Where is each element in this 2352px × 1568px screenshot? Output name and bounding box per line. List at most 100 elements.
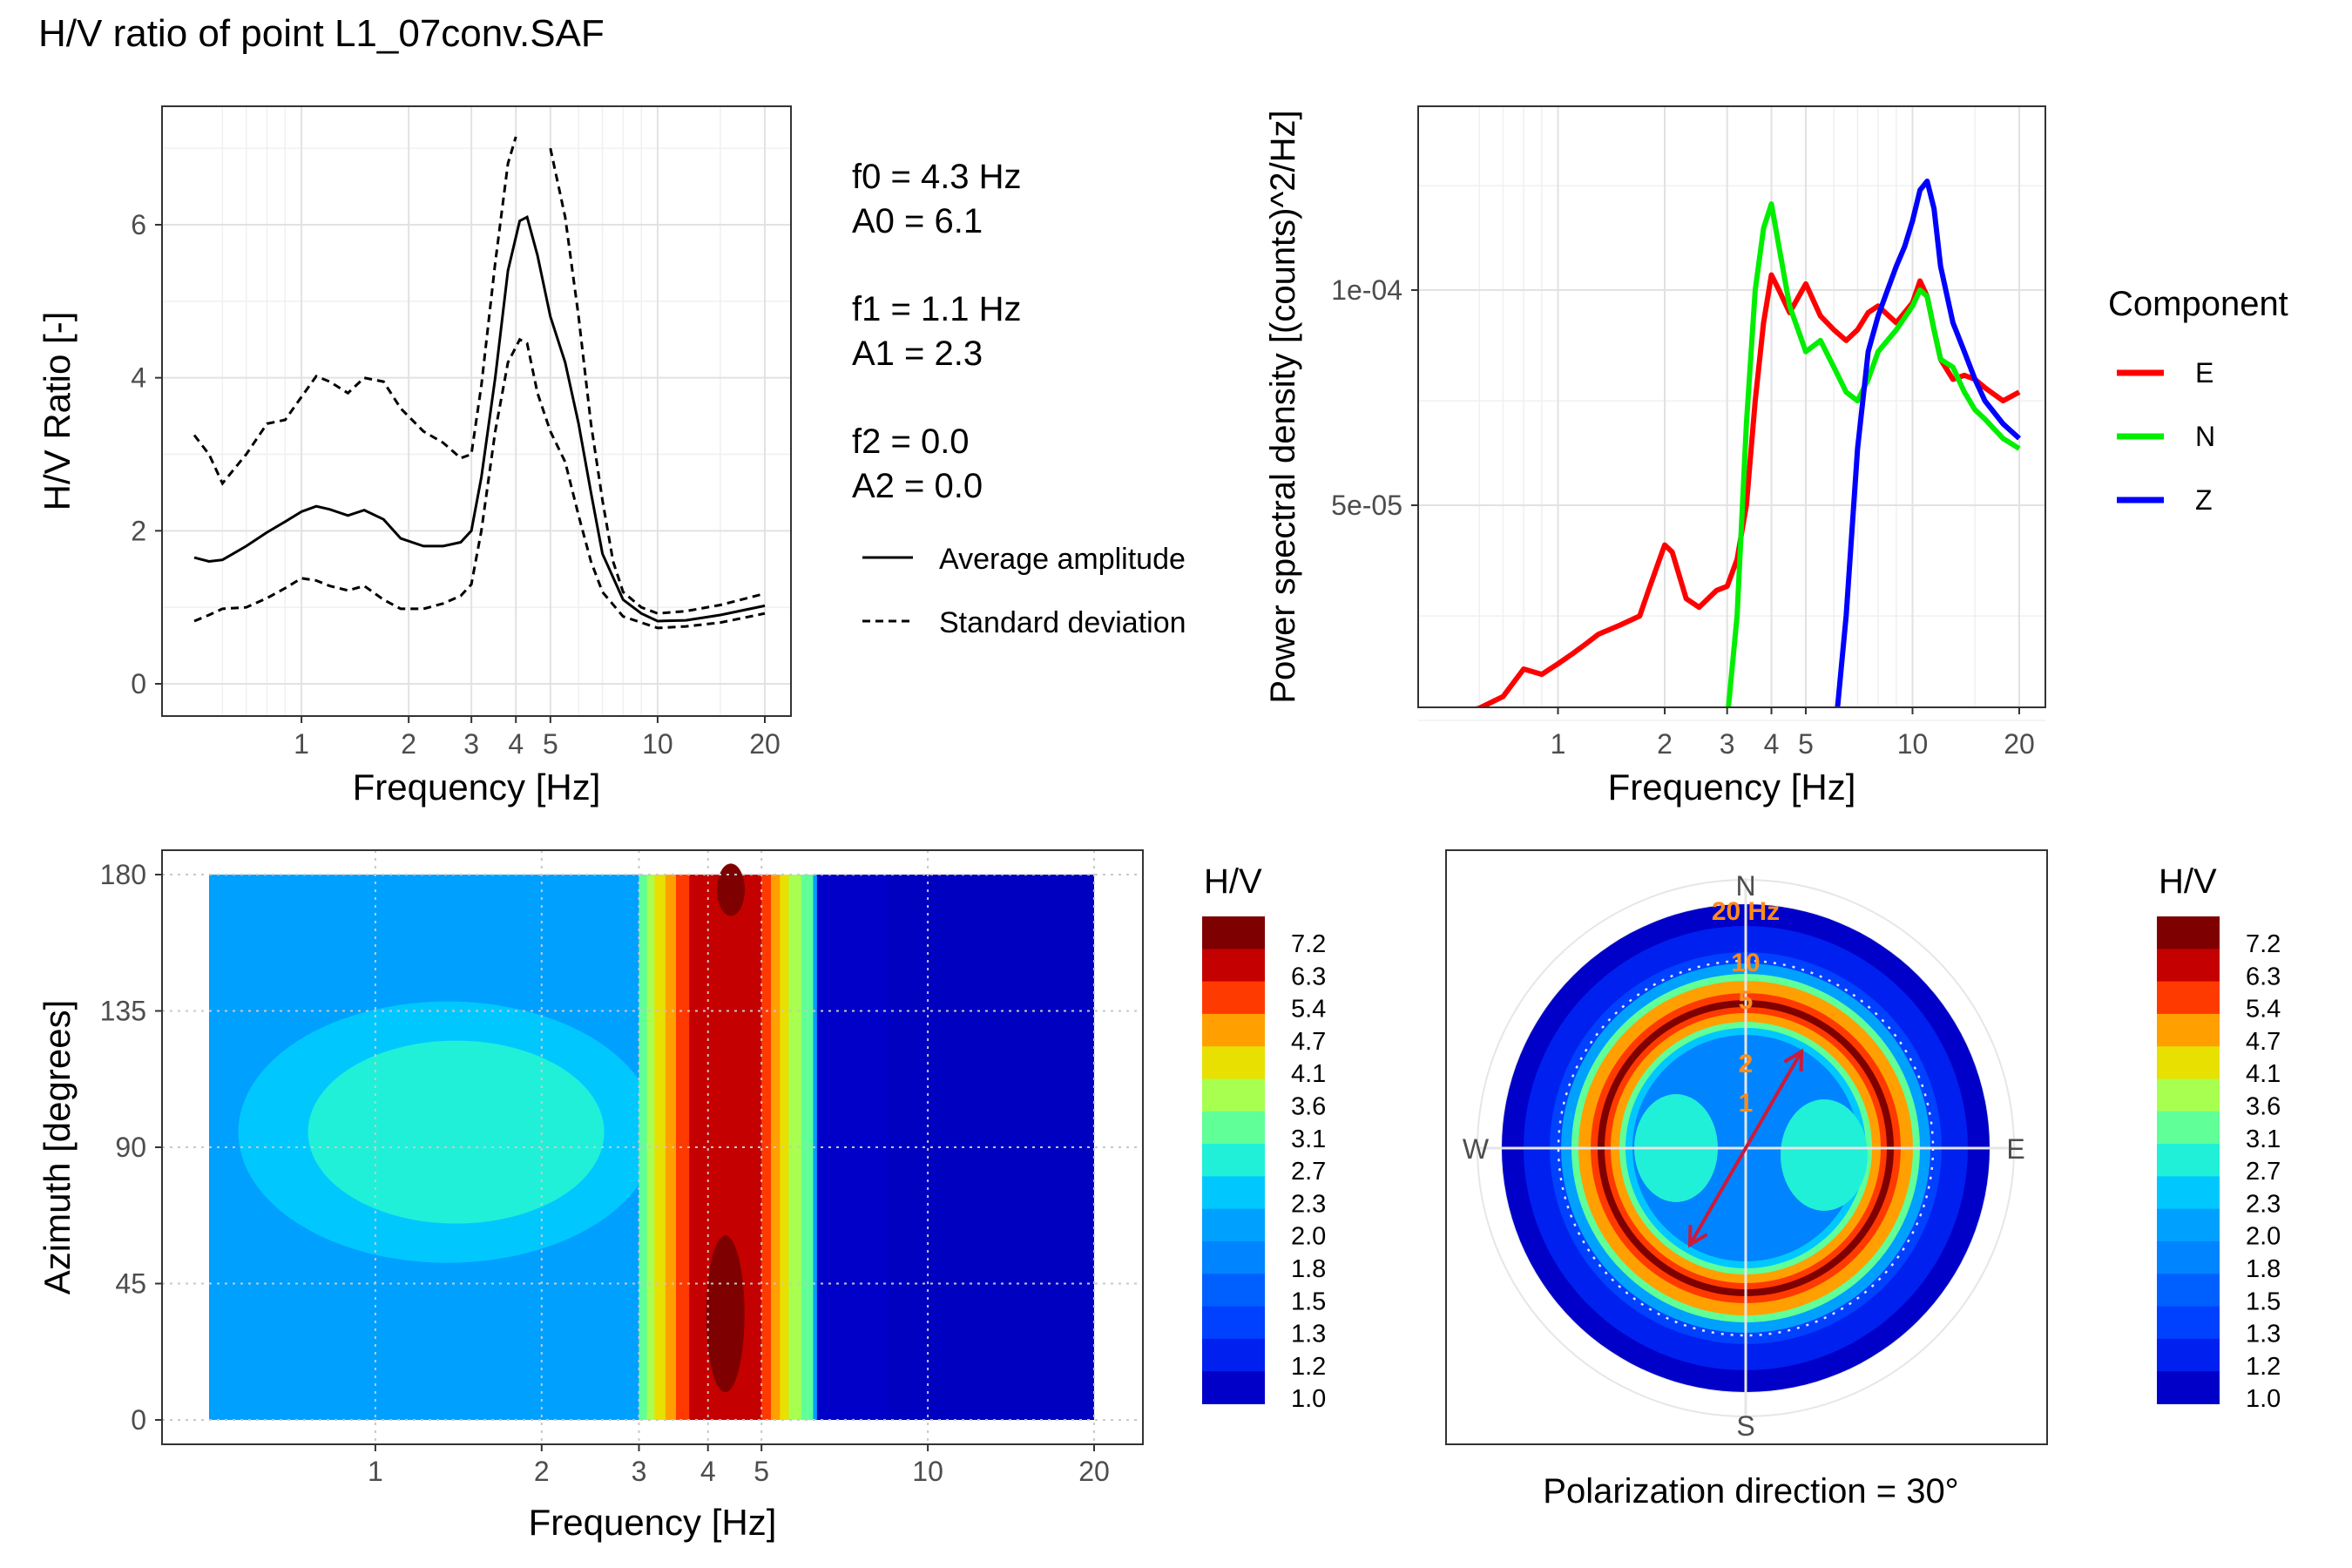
polar-legend-title: H/V xyxy=(2159,862,2217,901)
heatmap-legend-label: 1.0 xyxy=(1291,1385,1326,1413)
compass-east-label: E xyxy=(2006,1133,2024,1165)
heatmap-legend-swatch xyxy=(1202,1176,1265,1210)
polar-legend-label: 1.5 xyxy=(2246,1288,2281,1315)
heatmap-legend-label: 1.3 xyxy=(1291,1321,1326,1348)
heatmap-legend-title: H/V xyxy=(1204,862,1262,901)
polar-legend-label: 6.3 xyxy=(2246,963,2281,990)
heatmap-y-tick-label: 0 xyxy=(131,1404,146,1436)
hv-y-tick-label: 6 xyxy=(131,209,146,240)
heatmap-legend-swatch xyxy=(1202,1078,1265,1112)
heatmap-y-tick-label: 135 xyxy=(100,996,146,1027)
compass-north-label: N xyxy=(1735,870,1755,902)
psd-x-tick-label: 1 xyxy=(1551,728,1566,760)
psd-series-group xyxy=(1470,179,2022,707)
heatmap-high-freq-core xyxy=(889,875,1094,1420)
heatmap-legend-label: 5.4 xyxy=(1291,996,1326,1024)
heatmap-lobe-inner xyxy=(308,1040,605,1224)
polar-legend-swatch xyxy=(2157,1111,2220,1145)
heatmap-legend-swatch xyxy=(1202,1241,1265,1274)
average-amplitude-line xyxy=(193,215,766,623)
polar-legend-swatch xyxy=(2157,1176,2220,1210)
heatmap-y-tick-label: 45 xyxy=(115,1268,146,1300)
psd-x-tick-label: 10 xyxy=(1897,728,1929,760)
psd-legend-label-z: Z xyxy=(2195,484,2213,516)
heatmap-legend-label: 1.5 xyxy=(1291,1288,1326,1315)
psd-x-axis-label: Frequency [Hz] xyxy=(1608,767,1856,808)
polar-legend-swatch xyxy=(2157,1338,2220,1372)
heatmap-x-tick-label: 5 xyxy=(754,1456,769,1487)
polar-legend-label: 2.3 xyxy=(2246,1190,2281,1218)
polar-legend-label: 1.2 xyxy=(2246,1353,2281,1381)
heatmap-x-tick-label: 20 xyxy=(1078,1456,1110,1487)
f0-label: f0 = 4.3 Hz xyxy=(852,158,1022,196)
hv-x-tick-label: 1 xyxy=(294,728,309,760)
psd-line-z xyxy=(1835,179,2022,707)
polarization-arrow xyxy=(1688,1051,1803,1246)
figure-title: H/V ratio of point L1_07conv.SAF xyxy=(38,12,605,55)
hv-x-tick-label: 10 xyxy=(642,728,673,760)
polar-legend-label: 1.3 xyxy=(2246,1321,2281,1348)
heatmap-legend-swatch xyxy=(1202,1371,1265,1404)
a0-label: A0 = 6.1 xyxy=(852,202,983,240)
peak-statistics: f0 = 4.3 Hz A0 = 6.1 f1 = 1.1 Hz A1 = 2.… xyxy=(852,155,1022,509)
polar-legend-swatch xyxy=(2157,1241,2220,1274)
heatmap-y-tick-label: 180 xyxy=(100,859,146,890)
std-deviation-line xyxy=(549,147,766,615)
legend-stddev-label: Standard deviation xyxy=(939,606,1186,639)
hv-x-axis-label: Frequency [Hz] xyxy=(353,767,601,808)
heatmap-x-tick-label: 1 xyxy=(368,1456,383,1487)
heatmap-peak-core xyxy=(706,1235,745,1393)
psd-x-tick-label: 4 xyxy=(1764,728,1780,760)
hv-x-tick-label: 3 xyxy=(463,728,479,760)
heatmap-legend-swatch xyxy=(1202,916,1265,950)
heatmap-legend-swatch xyxy=(1202,1208,1265,1242)
psd-line-n xyxy=(1726,201,2021,707)
polar-legend-swatch xyxy=(2157,1046,2220,1079)
a1-label: A1 = 2.3 xyxy=(852,335,983,373)
heatmap-legend-label: 2.3 xyxy=(1291,1190,1326,1218)
psd-legend-title: Component xyxy=(2108,285,2288,323)
a2-label: A2 = 0.0 xyxy=(852,467,983,505)
heatmap-legend-swatch xyxy=(1202,1306,1265,1340)
heatmap-x-tick-label: 3 xyxy=(632,1456,647,1487)
polar-legend-label: 2.7 xyxy=(2246,1158,2281,1186)
polar-legend-swatch xyxy=(2157,1013,2220,1047)
f2-label: f2 = 0.0 xyxy=(852,422,970,461)
psd-x-tick-label: 2 xyxy=(1657,728,1673,760)
polar-legend-label: 5.4 xyxy=(2246,996,2281,1024)
polar-radial-label: 1 xyxy=(1739,1089,1754,1118)
heatmap-legend-label: 1.8 xyxy=(1291,1255,1326,1283)
heatmap-legend-swatch xyxy=(1202,1274,1265,1308)
heatmap-legend-label: 4.1 xyxy=(1291,1060,1326,1088)
psd-legend-label-e: E xyxy=(2195,357,2213,389)
hv-x-tick-label: 20 xyxy=(749,728,781,760)
polar-legend-label: 2.0 xyxy=(2246,1223,2281,1251)
heatmap-x-tick-label: 4 xyxy=(700,1456,716,1487)
polar-fill-group xyxy=(1476,878,2016,1418)
hv-y-axis-label: H/V Ratio [-] xyxy=(37,312,78,511)
psd-x-tick-label: 20 xyxy=(2004,728,2035,760)
polar-legend-swatch xyxy=(2157,1144,2220,1177)
legend-average-label: Average amplitude xyxy=(939,543,1186,576)
heatmap-legend-label: 6.3 xyxy=(1291,963,1326,990)
heatmap-top-core xyxy=(716,863,745,916)
f1-label: f1 = 1.1 Hz xyxy=(852,290,1022,328)
psd-panel-border xyxy=(1417,105,2046,708)
polarization-arrow-head xyxy=(1783,1048,1804,1072)
polar-legend-swatch xyxy=(2157,1371,2220,1404)
heatmap-x-axis-label: Frequency [Hz] xyxy=(529,1502,777,1543)
polar-panel-border xyxy=(1445,849,2048,1445)
heatmap-legend-label: 3.1 xyxy=(1291,1125,1326,1153)
heatmap-legend-swatch xyxy=(1202,1111,1265,1145)
polar-radial-label: 20 Hz xyxy=(1712,897,1780,926)
heatmap-legend-label: 7.2 xyxy=(1291,930,1326,958)
polar-legend-swatch xyxy=(2157,981,2220,1015)
std-deviation-line xyxy=(193,136,517,486)
heatmap-fill-group xyxy=(209,863,1094,1420)
polar-radial-label: 5 xyxy=(1739,986,1754,1015)
psd-y-tick-label: 1e-04 xyxy=(1331,274,1402,306)
hv-y-tick-label: 2 xyxy=(131,515,146,546)
polar-legend-swatch xyxy=(2157,1274,2220,1308)
psd-panel-background xyxy=(1418,106,2045,707)
